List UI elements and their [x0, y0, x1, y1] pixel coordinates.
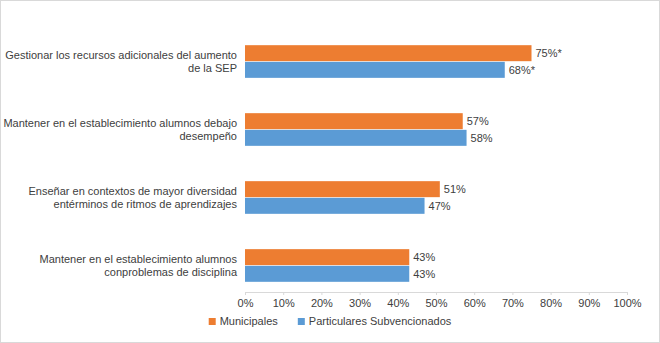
data-label: 43%: [413, 268, 435, 280]
tick: 100%: [613, 292, 641, 309]
tick: 50%: [425, 292, 447, 309]
tick-label: 30%: [349, 297, 371, 309]
category-label-line: conproblemas de disciplina: [104, 266, 238, 278]
category-label-line: Gestionar los recursos adicionales del a…: [5, 49, 237, 61]
tick-label: 20%: [311, 297, 333, 309]
tick-label: 60%: [464, 297, 486, 309]
tick: 10%: [273, 292, 295, 309]
tick: 70%: [502, 292, 524, 309]
tick: 20%: [311, 292, 333, 309]
data-label: 75%*: [536, 47, 563, 59]
chart: 0% 10% 20% 30% 40% 50% 60% 70% 80% 90% 100% Gestion…: [0, 0, 660, 343]
tick: 60%: [464, 292, 486, 309]
tick-mark: [398, 292, 399, 295]
tick-mark: [245, 292, 246, 295]
tick: 80%: [540, 292, 562, 309]
axis-line: [246, 293, 628, 296]
category-label-line: entérminos de ritmos de aprendizajes: [54, 198, 238, 210]
data-label: 47%: [429, 200, 451, 212]
tick-label: 0%: [238, 297, 254, 309]
tick-mark: [436, 292, 437, 295]
chart-frame: [1, 1, 660, 343]
bar: [245, 266, 409, 282]
bars: [245, 45, 532, 282]
category-label: Enseñar en contextos de mayor diversidad…: [28, 185, 237, 210]
tick-mark: [283, 292, 284, 295]
tick-label: 90%: [578, 297, 600, 309]
data-label: 51%: [444, 183, 466, 195]
tick-mark: [512, 292, 513, 295]
tick-label: 70%: [502, 297, 524, 309]
tick: 0%: [238, 292, 254, 309]
tick-label: 50%: [425, 297, 447, 309]
x-axis: 0% 10% 20% 30% 40% 50% 60% 70% 80% 90% 100%: [238, 292, 642, 309]
bar: [245, 181, 440, 197]
category-label-line: desempeño: [180, 130, 238, 142]
legend-item: Municipales: [209, 315, 279, 327]
bar: [245, 249, 409, 265]
category-label-line: Enseñar en contextos de mayor diversidad: [28, 185, 237, 197]
legend-label: Particulares Subvencionados: [309, 315, 452, 327]
tick-label: 40%: [387, 297, 409, 309]
legend: Municipales Particulares Subvencionados: [209, 315, 452, 327]
category-label-line: Mantener en el establecimiento alumnos d…: [3, 117, 237, 129]
data-labels: 75%* 57% 51% 43% 68%* 58% 47% 43%: [413, 47, 562, 280]
category-label: Gestionar los recursos adicionales del a…: [5, 49, 237, 74]
tick-mark: [321, 292, 322, 295]
data-label: 57%: [467, 115, 489, 127]
legend-label: Municipales: [220, 315, 279, 327]
tick: 90%: [578, 292, 600, 309]
bar: [245, 130, 467, 146]
tick-mark: [589, 292, 590, 295]
tick: 40%: [387, 292, 409, 309]
bar: [245, 113, 463, 129]
tick-mark: [627, 292, 628, 295]
category-label-line: Mantener en el establecimiento alumnos: [39, 253, 237, 265]
data-label: 68%*: [509, 64, 536, 76]
legend-item: Particulares Subvencionados: [298, 315, 452, 327]
tick-label: 80%: [540, 297, 562, 309]
category-label: Mantener en el establecimiento alumnosco…: [39, 253, 237, 278]
tick-label: 100%: [613, 297, 641, 309]
tick-mark: [360, 292, 361, 295]
tick-label: 10%: [273, 297, 295, 309]
bar: [245, 62, 505, 78]
category-label-line: de la SEP: [188, 62, 237, 74]
category-label: Mantener en el establecimiento alumnos d…: [3, 117, 237, 142]
tick-mark: [551, 292, 552, 295]
category-labels: Gestionar los recursos adicionales del a…: [3, 49, 237, 278]
data-label: 43%: [413, 251, 435, 263]
bar: [245, 198, 425, 214]
legend-swatch: [209, 318, 216, 325]
bar: [245, 45, 532, 61]
data-label: 58%: [471, 132, 493, 144]
legend-swatch: [298, 318, 305, 325]
tick: 30%: [349, 292, 371, 309]
tick-mark: [474, 292, 475, 295]
